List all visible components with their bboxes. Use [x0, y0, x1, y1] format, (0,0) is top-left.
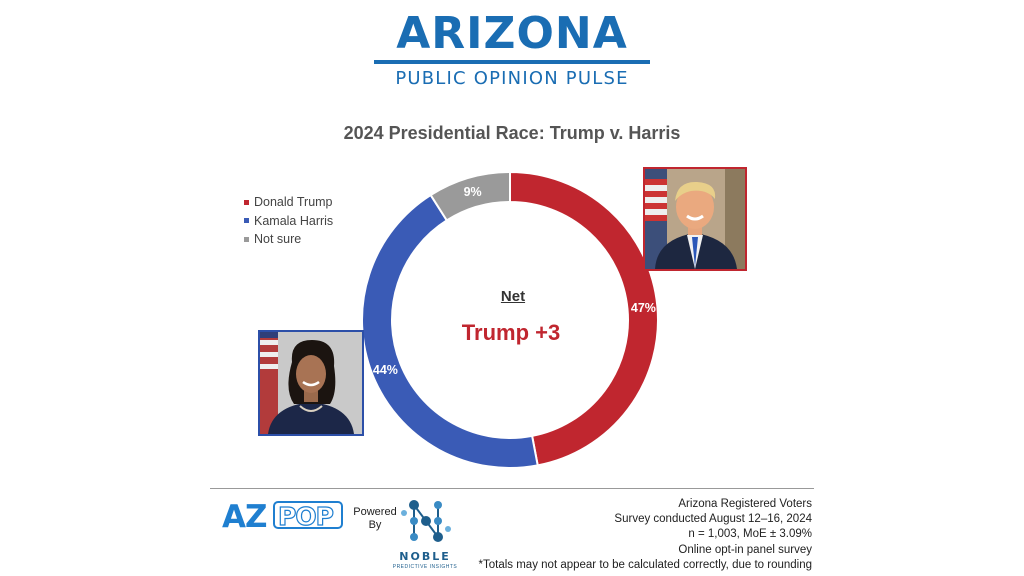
noble-logo-icon	[398, 493, 454, 549]
legend-label-trump: Donald Trump	[254, 195, 333, 210]
legend-label-harris: Kamala Harris	[254, 213, 334, 228]
legend-item-not-sure: Not sure	[244, 230, 333, 249]
slice-label-not-sure: 9%	[464, 185, 482, 199]
chart-title: 2024 Presidential Race: Trump v. Harris	[343, 123, 681, 143]
legend-item-trump: Donald Trump	[244, 193, 333, 212]
legend-swatch-trump	[244, 199, 249, 205]
harris-photo	[258, 330, 364, 436]
brand-divider	[374, 60, 650, 64]
note-line: *Totals may not appear to be calculated …	[478, 558, 812, 571]
net-label: Net	[500, 288, 526, 305]
note-line: Online opt-in panel survey	[678, 543, 812, 556]
net-value: Trump +3	[461, 320, 561, 345]
brand-header: ARIZONA PUBLIC OPINION PULSE	[0, 10, 1024, 90]
note-line: Survey conducted August 12–16, 2024	[614, 513, 812, 526]
footer-divider	[210, 488, 814, 489]
note-line: Arizona Registered Voters	[678, 498, 812, 510]
legend-item-harris: Kamala Harris	[244, 212, 333, 231]
note-line: n = 1,003, MoE ± 3.09%	[688, 528, 812, 541]
survey-notes: Arizona Registered Voters Survey conduct…	[479, 497, 812, 573]
legend-swatch-not-sure	[244, 236, 249, 242]
powered-by-text: Powered By	[353, 506, 397, 531]
noble-tagline: PREDICTIVE INSIGHTS	[392, 564, 458, 570]
legend-label-not-sure: Not sure	[254, 232, 302, 247]
svg-text:POP: POP	[278, 502, 334, 531]
trump-photo	[643, 167, 747, 271]
brand-title: ARIZONA	[396, 8, 628, 59]
slice-label-trump: 47%	[631, 301, 656, 315]
noble-logo-text: NOBLE	[399, 550, 451, 563]
brand-subtitle: PUBLIC OPINION PULSE	[395, 68, 629, 89]
donut-slice-trump	[509, 170, 659, 467]
slice-label-harris: 44%	[373, 363, 398, 377]
azpop-logo: AZ POP	[222, 498, 346, 535]
chart-legend: Donald Trump Kamala Harris Not sure	[244, 193, 333, 249]
donut-slice-not-sure	[429, 170, 511, 222]
svg-text:AZ: AZ	[222, 499, 267, 532]
legend-swatch-harris	[244, 218, 249, 224]
